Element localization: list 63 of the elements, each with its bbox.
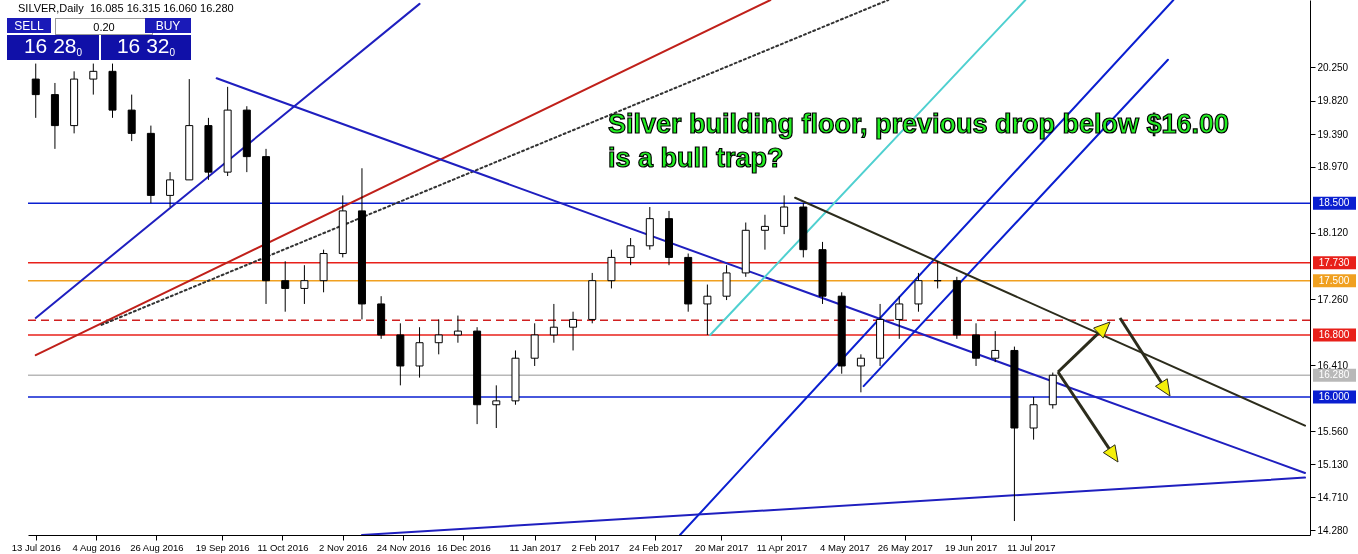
candlestick xyxy=(300,264,309,305)
x-tick-label: 24 Nov 2016 xyxy=(376,541,431,553)
x-tick-label: 2 Feb 2017 xyxy=(571,541,620,553)
candlestick xyxy=(281,260,290,313)
candlestick xyxy=(780,194,789,235)
ref-line-label: 18.500 xyxy=(1318,197,1350,209)
candlestick xyxy=(722,264,731,301)
x-tick-label: 4 May 2017 xyxy=(820,541,870,553)
ref-line-label: 16.280 xyxy=(1318,369,1350,381)
candlestick xyxy=(549,303,558,344)
x-tick-label: 19 Sep 2016 xyxy=(195,541,250,553)
y-tick-label: 15.560 xyxy=(1317,425,1349,437)
y-tick-label: 14.280 xyxy=(1317,524,1349,536)
candlestick xyxy=(166,171,175,208)
y-tick-label: 18.970 xyxy=(1317,161,1349,173)
candlestick xyxy=(991,330,1000,363)
x-tick-label: 26 May 2017 xyxy=(877,541,933,553)
y-tick-label: 14.710 xyxy=(1317,491,1349,503)
candlestick xyxy=(895,295,904,340)
x-tick-label: 13 Jul 2016 xyxy=(11,541,61,553)
ref-line-label: 17.500 xyxy=(1318,274,1350,286)
annotation: BUY xyxy=(145,18,191,33)
candlestick xyxy=(434,318,443,355)
x-tick-label: 19 Jun 2017 xyxy=(944,541,998,553)
candlestick xyxy=(31,63,40,119)
x-tick-label: 16 Dec 2016 xyxy=(436,541,491,553)
x-tick-label: 20 Mar 2017 xyxy=(694,541,749,553)
x-tick-label: 11 Jul 2017 xyxy=(1007,541,1056,553)
candlestick xyxy=(856,353,865,393)
ref-line-label: 17.730 xyxy=(1318,256,1350,268)
y-tick-label: 17.260 xyxy=(1317,293,1349,305)
y-tick-label: 18.120 xyxy=(1317,227,1349,239)
candlestick xyxy=(89,63,98,96)
candlestick xyxy=(703,284,712,336)
candlestick xyxy=(626,237,635,266)
x-tick-label: 11 Jan 2017 xyxy=(509,541,561,553)
x-tick-label: 26 Aug 2016 xyxy=(130,541,184,553)
ref-line-label: 16.800 xyxy=(1318,328,1350,340)
y-tick-label: 15.130 xyxy=(1317,458,1349,470)
candlestick xyxy=(914,272,923,313)
annotation: 0.20 xyxy=(55,18,153,35)
y-tick-label: 16.410 xyxy=(1317,359,1349,371)
x-tick-label: 2 Nov 2016 xyxy=(318,541,368,553)
y-tick-label: 19.390 xyxy=(1317,128,1349,140)
y-tick-label: 19.820 xyxy=(1317,95,1349,107)
x-tick-label: 11 Apr 2017 xyxy=(756,541,808,553)
annotation: SELL xyxy=(7,18,51,33)
candlestick xyxy=(1029,396,1038,441)
x-tick-label: 4 Aug 2016 xyxy=(72,541,121,553)
candlestick xyxy=(760,214,769,251)
candlestick xyxy=(127,94,136,142)
ref-line-label: 16.000 xyxy=(1318,390,1350,402)
annotation: SILVER,Daily 16.085 16.315 16.060 16.280 xyxy=(18,2,234,14)
x-tick-label: 24 Feb 2017 xyxy=(629,541,683,553)
y-tick-label: 20.250 xyxy=(1317,61,1349,73)
candlestick xyxy=(453,315,462,344)
x-tick-label: 11 Oct 2016 xyxy=(257,541,309,553)
candlestick xyxy=(569,311,578,351)
candlestick xyxy=(415,326,424,379)
candlestick xyxy=(492,384,501,429)
candlestick xyxy=(530,322,539,367)
candlestick xyxy=(607,249,616,289)
candlestick xyxy=(972,322,981,367)
